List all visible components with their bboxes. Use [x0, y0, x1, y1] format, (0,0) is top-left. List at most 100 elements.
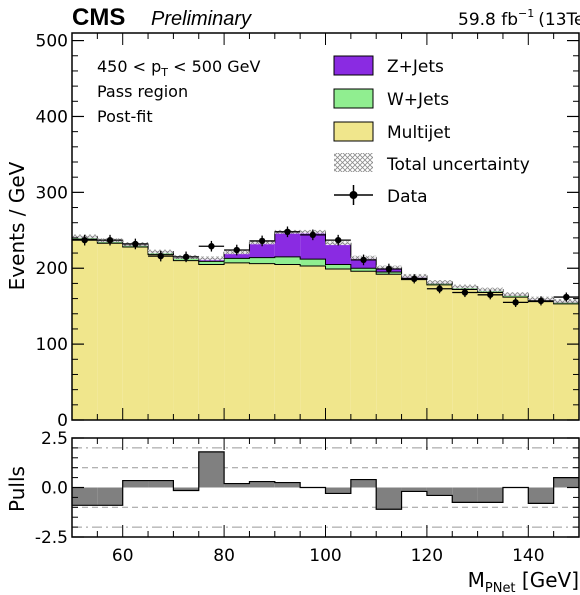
pull-bar-8 — [274, 482, 301, 488]
x-tick-label-140: 140 — [512, 546, 544, 566]
bar-multijet-10 — [325, 268, 351, 420]
bar-w-jets-9 — [300, 259, 326, 266]
data-point-5 — [198, 240, 225, 252]
region-label: Pass region — [97, 82, 188, 101]
main-axes: 0 100 200 300 400 500 — [36, 32, 580, 431]
bar-multijet-18 — [528, 301, 554, 420]
data-point-15 — [452, 287, 478, 298]
uncertainty-bin-14 — [426, 279, 453, 284]
y-tick-label-500: 500 — [36, 32, 68, 52]
data-point-3 — [148, 250, 174, 262]
pull-bar-14 — [426, 487, 453, 496]
stacked-histogram — [72, 231, 579, 420]
bar-multijet-3 — [148, 254, 174, 420]
pull-bar-4 — [173, 487, 199, 491]
bar-multijet-4 — [173, 260, 199, 420]
data-point-12 — [376, 263, 402, 275]
bar-multijet-17 — [502, 297, 529, 420]
y-axis-title: Events / GeV — [5, 161, 29, 290]
pull-bar-1 — [97, 487, 123, 506]
bar-multijet-6 — [224, 262, 250, 420]
y-tick-label-100: 100 — [36, 335, 68, 355]
legend-swatch-zjets — [333, 55, 374, 76]
bar-w-jets-10 — [325, 264, 351, 269]
bar-multijet-12 — [376, 274, 402, 420]
pulls-axis-title: Pulls — [5, 466, 29, 512]
y-tick-label-200: 200 — [36, 259, 68, 279]
bar-multijet-0 — [72, 239, 98, 420]
pull-bar-2 — [122, 480, 149, 488]
main-panel: 0 100 200 300 400 500 — [36, 32, 580, 431]
data-point-0 — [72, 234, 98, 246]
pull-bar-12 — [376, 487, 402, 510]
pull-bar-10 — [325, 487, 351, 494]
pull-bar-11 — [350, 479, 377, 488]
x-tick-label-100: 100 — [309, 546, 341, 566]
data-point-1 — [97, 234, 123, 246]
legend-swatch-wjets — [333, 88, 374, 109]
y-tick-label-0: 0 — [57, 411, 68, 431]
pull-bar-13 — [401, 487, 427, 492]
uncertainty-bin-15 — [452, 284, 478, 289]
pull-bar-5 — [198, 451, 225, 488]
pull-bar-18 — [528, 487, 554, 504]
bar-w-jets-17 — [502, 295, 529, 298]
legend-label-wjets: W+Jets — [387, 90, 449, 110]
bar-w-jets-5 — [198, 261, 225, 265]
bar-multijet-5 — [198, 264, 225, 420]
data-point-17 — [502, 297, 529, 307]
x-tick-label-60: 60 — [112, 546, 134, 566]
x-axis-title-main: M — [468, 568, 485, 592]
pt-lo: 450 < p — [97, 57, 161, 76]
bar-w-jets-6 — [224, 258, 250, 263]
legend: Z+Jets W+Jets Multijet Total uncertainty… — [333, 55, 530, 207]
data-point-6 — [224, 244, 250, 256]
bar-multijet-1 — [97, 243, 123, 420]
bar-multijet-16 — [477, 292, 503, 420]
data-point-4 — [173, 251, 199, 263]
data-point-10 — [325, 234, 351, 246]
y-tick-label-300: 300 — [36, 183, 68, 203]
data-point-2 — [122, 238, 149, 250]
pulls-reference-lines — [72, 447, 579, 528]
data-point-19 — [553, 292, 579, 302]
x-axis-title: MPNet [GeV] — [468, 568, 579, 595]
uncertainty-bin-17 — [502, 292, 529, 296]
legend-label-multijet: Multijet — [387, 123, 451, 143]
bar-multijet-15 — [452, 289, 478, 420]
pull-bar-7 — [249, 481, 275, 488]
pt-range-label: 450 < pT < 500 GeV — [97, 57, 260, 79]
pulls-axes: -2.5 0.0 2.5 60 80 100 120 140 — [35, 429, 580, 566]
bar-multijet-9 — [300, 265, 326, 420]
data-point-7 — [249, 235, 275, 247]
data-point-13 — [401, 274, 427, 284]
data-points — [72, 226, 579, 307]
luminosity-exponent: −1 — [518, 7, 534, 20]
pt-hi: < 500 GeV — [168, 57, 260, 76]
data-point-16 — [477, 290, 503, 300]
x-axis-title-sub: PNet — [485, 581, 516, 595]
bar-multijet-8 — [274, 264, 301, 420]
main-frame — [71, 32, 580, 421]
uncertainty-bin-16 — [477, 287, 503, 292]
y-tick-label-400: 400 — [36, 107, 68, 127]
pulls-panel: -2.5 0.0 2.5 60 80 100 120 140 — [35, 429, 580, 566]
legend-label-data: Data — [387, 187, 428, 207]
pulls-tick-label-1: 0.0 — [41, 479, 68, 499]
bar-multijet-14 — [426, 284, 453, 420]
bar-w-jets-8 — [274, 256, 301, 265]
bar-multijet-13 — [401, 279, 427, 420]
legend-label-uncertainty: Total uncertainty — [386, 155, 530, 175]
data-point-14 — [426, 284, 453, 294]
pulls-histogram — [72, 451, 579, 510]
bar-z-jets-7 — [249, 242, 275, 258]
luminosity-value: 59.8 fb — [458, 10, 518, 30]
bar-w-jets-7 — [249, 257, 275, 264]
status-label: Preliminary — [151, 8, 252, 30]
pull-bar-3 — [148, 480, 174, 488]
x-axis-title-unit: [GeV] — [516, 568, 579, 592]
pull-bar-15 — [452, 487, 478, 503]
bar-z-jets-10 — [325, 243, 351, 265]
fit-label: Post-fit — [97, 107, 153, 126]
